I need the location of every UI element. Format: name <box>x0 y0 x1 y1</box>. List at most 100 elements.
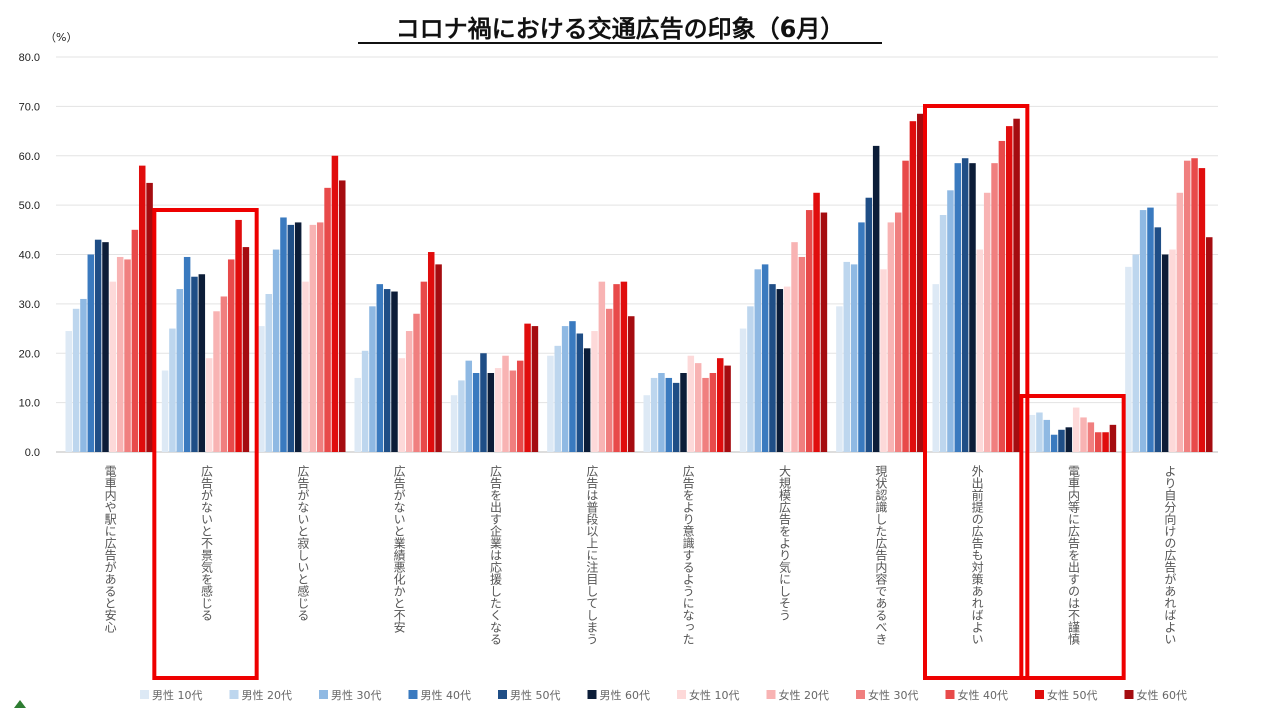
legend-swatch <box>408 690 418 699</box>
y-tick-label: 30.0 <box>19 299 40 311</box>
y-tick-label: 10.0 <box>19 398 40 410</box>
bar <box>413 313 420 452</box>
bar <box>880 269 887 452</box>
bar <box>265 294 273 452</box>
bar <box>258 326 265 452</box>
bar <box>1109 424 1117 452</box>
bar <box>391 291 398 452</box>
bar <box>650 377 658 452</box>
bar <box>1191 158 1198 452</box>
bar <box>161 370 169 452</box>
bar <box>1094 432 1102 452</box>
bar <box>183 256 191 452</box>
bar <box>1183 160 1191 452</box>
bar <box>998 140 1006 452</box>
category-label: 広告がないと寂しいと感じる <box>296 465 310 621</box>
bar <box>205 358 213 452</box>
bar <box>724 365 731 452</box>
highlight-boxes <box>152 104 1126 680</box>
bar <box>709 373 717 452</box>
category-label: 電車内や駅に広告があると安心 <box>103 465 117 633</box>
y-tick-label: 40.0 <box>19 250 40 262</box>
bar <box>80 298 87 452</box>
bar <box>754 269 762 452</box>
legend-swatch <box>856 690 865 699</box>
highlight-box <box>152 208 259 680</box>
category-label: 電車内等に広告を出すのは不謹慎 <box>1067 465 1081 646</box>
bar <box>531 326 539 452</box>
bar <box>146 182 153 452</box>
bar <box>516 360 524 452</box>
y-tick-label: 20.0 <box>19 348 40 360</box>
bars <box>65 113 1213 453</box>
bar <box>643 395 650 452</box>
bar <box>213 311 220 452</box>
bar <box>65 331 72 452</box>
bar <box>576 333 584 452</box>
y-axis-ticks: 0.0 10.0 20.0 30.0 40.0 50.0 60.0 70.0 80.0 <box>19 52 40 459</box>
bar <box>480 353 487 452</box>
bar <box>1028 414 1036 452</box>
bar <box>932 284 939 453</box>
bar <box>1154 227 1162 452</box>
chart-title: コロナ禍における交通広告の印象（6月） <box>396 15 845 43</box>
bar <box>843 261 851 452</box>
bar <box>554 345 562 452</box>
bar <box>116 256 124 452</box>
bar <box>1036 412 1043 452</box>
category-label: 広告を出す企業は応援したくなる <box>489 465 503 645</box>
bar <box>605 308 613 452</box>
bar <box>309 224 317 452</box>
bar <box>665 377 673 452</box>
legend-label: 男性 50代 <box>510 688 561 702</box>
bar <box>1206 237 1213 452</box>
bar <box>1176 192 1184 452</box>
bar <box>524 323 531 453</box>
bar <box>487 373 495 452</box>
bar <box>1050 434 1058 452</box>
bar <box>991 163 998 452</box>
bar <box>1147 207 1154 452</box>
bar <box>739 328 747 452</box>
bar <box>820 212 828 452</box>
bar <box>242 247 250 452</box>
bar <box>850 264 858 453</box>
bar <box>94 239 102 452</box>
legend-label: 男性 60代 <box>600 688 651 702</box>
bar <box>398 358 406 452</box>
bar <box>191 276 198 452</box>
bar <box>716 358 724 452</box>
legend-label: 男性 20代 <box>242 688 293 702</box>
bar <box>294 222 302 452</box>
bar <box>865 197 873 452</box>
bar <box>917 113 924 452</box>
legend-label: 女性 10代 <box>689 688 740 702</box>
bar <box>1087 422 1095 453</box>
bar <box>472 373 480 452</box>
bar <box>680 373 687 452</box>
bar <box>836 306 843 452</box>
legend-swatch <box>587 690 597 699</box>
bar <box>687 355 695 452</box>
y-tick-label: 60.0 <box>19 151 40 163</box>
bar <box>1072 407 1080 452</box>
bar <box>954 163 962 452</box>
bar <box>87 254 95 452</box>
category-label: 現状認識した広告内容であるべき <box>874 465 888 645</box>
bar <box>747 306 754 452</box>
bar <box>227 259 235 452</box>
bar <box>1139 210 1147 452</box>
legend-label: 男性 30代 <box>331 688 382 702</box>
legend-label: 男性 10代 <box>152 688 203 702</box>
bar <box>109 281 117 452</box>
bar <box>376 284 384 453</box>
bar <box>969 163 976 452</box>
bar <box>494 368 502 452</box>
gridlines <box>56 56 1218 404</box>
bar <box>798 256 806 452</box>
bar <box>287 224 295 452</box>
bar <box>783 286 791 452</box>
bar <box>1161 254 1169 452</box>
y-tick-label: 50.0 <box>19 200 40 212</box>
